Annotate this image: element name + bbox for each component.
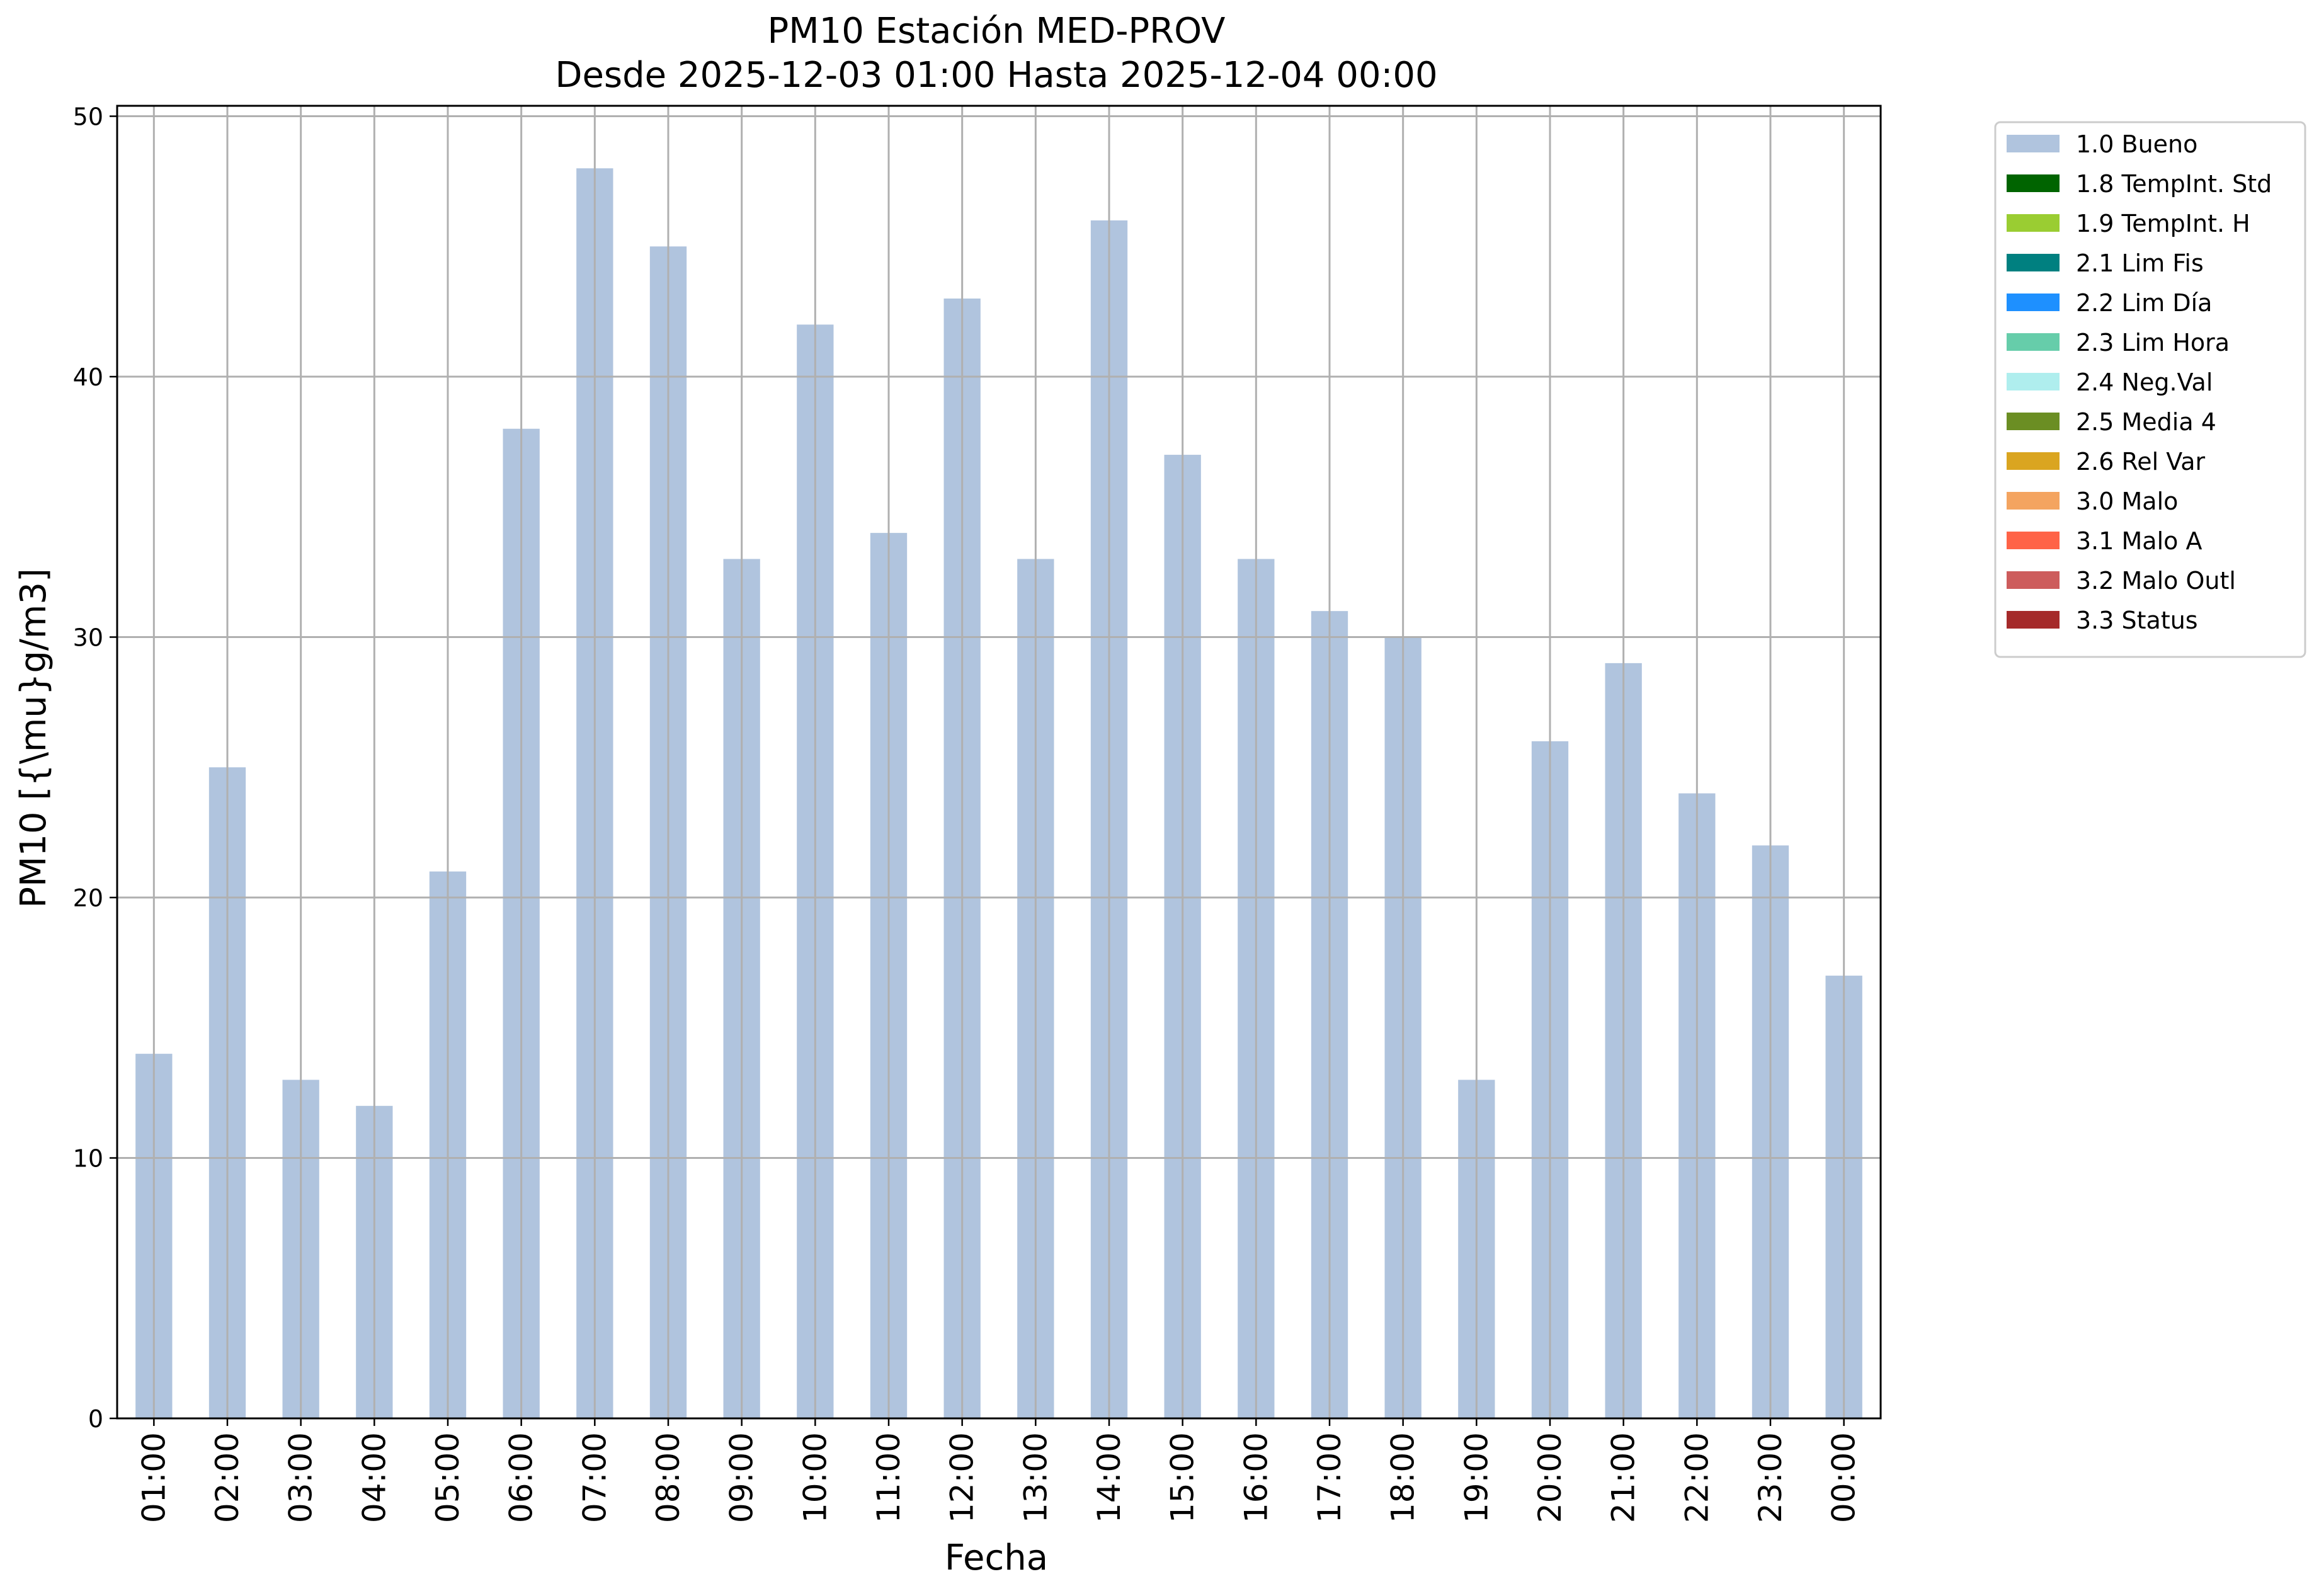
x-tick-label: 22:00 xyxy=(1678,1432,1715,1523)
x-tick-label: 09:00 xyxy=(724,1432,760,1523)
x-tick-label: 23:00 xyxy=(1752,1432,1789,1523)
legend-swatch xyxy=(2007,571,2060,589)
x-tick-label: 20:00 xyxy=(1532,1432,1568,1523)
legend-label: 1.9 TempInt. H xyxy=(2076,210,2250,237)
legend-label: 1.0 Bueno xyxy=(2076,130,2197,158)
x-tick-label: 18:00 xyxy=(1385,1432,1422,1523)
legend-label: 2.3 Lim Hora xyxy=(2076,329,2230,356)
legend-swatch xyxy=(2007,294,2060,311)
legend-box xyxy=(1994,121,2306,658)
x-tick-label: 06:00 xyxy=(503,1432,540,1523)
legend-swatch xyxy=(2007,492,2060,510)
legend-swatch xyxy=(2007,452,2060,470)
legend-swatch xyxy=(2007,254,2060,271)
y-tick-label: 0 xyxy=(88,1405,103,1433)
y-tick-label: 40 xyxy=(73,363,103,391)
legend-label: 3.1 Malo A xyxy=(2076,527,2202,555)
legend-swatch xyxy=(2007,413,2060,430)
x-tick-label: 05:00 xyxy=(430,1432,466,1523)
x-tick-label: 10:00 xyxy=(797,1432,833,1523)
plot-frame xyxy=(116,105,1882,1420)
legend-swatch xyxy=(2007,611,2060,629)
chart-subtitle: Desde 2025-12-03 01:00 Hasta 2025-12-04 … xyxy=(555,55,1437,96)
y-tick-label: 20 xyxy=(73,884,103,912)
legend-label: 3.2 Malo Outl xyxy=(2076,567,2236,595)
x-tick-label: 15:00 xyxy=(1165,1432,1201,1523)
legend-swatch xyxy=(2007,532,2060,549)
y-tick-label: 10 xyxy=(73,1145,103,1173)
x-axis-label: Fecha xyxy=(945,1537,1048,1578)
y-tick-label: 50 xyxy=(73,103,103,131)
legend-label: 2.1 Lim Fis xyxy=(2076,249,2204,277)
legend-label: 2.6 Rel Var xyxy=(2076,448,2206,476)
chart-title: PM10 Estación MED-PROV xyxy=(768,11,1226,52)
legend-label: 2.4 Neg.Val xyxy=(2076,368,2213,396)
legend-swatch xyxy=(2007,373,2060,390)
legend-swatch xyxy=(2007,174,2060,192)
legend-swatch xyxy=(2007,214,2060,232)
legend: 1.0 Bueno 1.8 TempInt. Std 1.9 TempInt. H 2… xyxy=(1994,121,2306,658)
y-axis-label: PM10 [{\mu}g/m3] xyxy=(13,568,54,908)
legend-swatch xyxy=(2007,135,2060,152)
legend-swatch xyxy=(2007,333,2060,351)
legend-label: 2.5 Media 4 xyxy=(2076,408,2216,436)
x-tick-label: 12:00 xyxy=(944,1432,981,1523)
x-tick-label: 01:00 xyxy=(135,1432,172,1523)
legend-label: 3.3 Status xyxy=(2076,607,2198,634)
x-tick-label: 08:00 xyxy=(650,1432,687,1523)
x-tick-label: 04:00 xyxy=(356,1432,392,1523)
legend-label: 1.8 TempInt. Std xyxy=(2076,170,2272,198)
x-tick-label: 13:00 xyxy=(1017,1432,1054,1523)
x-tick-label: 02:00 xyxy=(209,1432,246,1523)
x-tick-label: 19:00 xyxy=(1458,1432,1495,1523)
x-tick-label: 00:00 xyxy=(1826,1432,1862,1523)
x-tick-label: 14:00 xyxy=(1091,1432,1127,1523)
y-tick-label: 30 xyxy=(73,624,103,652)
x-tick-label: 16:00 xyxy=(1238,1432,1274,1523)
legend-label: 3.0 Malo xyxy=(2076,487,2178,515)
x-tick-label: 07:00 xyxy=(576,1432,613,1523)
legend-label: 2.2 Lim Día xyxy=(2076,289,2212,317)
x-tick-label: 17:00 xyxy=(1311,1432,1348,1523)
x-tick-label: 03:00 xyxy=(283,1432,319,1523)
x-tick-label: 11:00 xyxy=(870,1432,907,1523)
x-tick-label: 21:00 xyxy=(1605,1432,1642,1523)
